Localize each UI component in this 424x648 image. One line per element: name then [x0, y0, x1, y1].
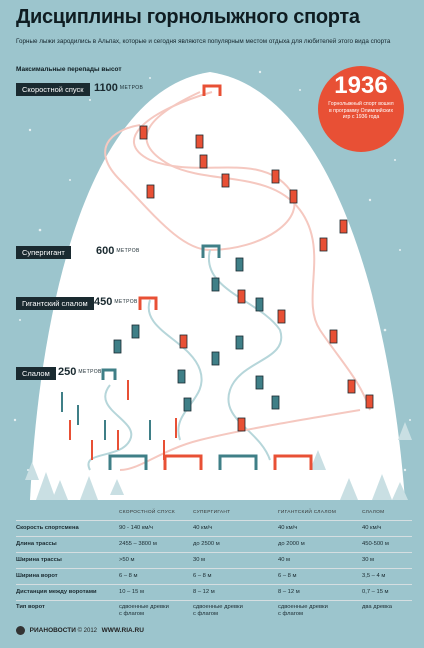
discipline-downhill-label: Скоростной спуск — [16, 83, 90, 96]
slalom-course — [87, 384, 133, 471]
cell: 8 – 12 м — [193, 589, 215, 595]
footer-brand: РИАНОВОСТИ — [29, 627, 76, 635]
cell: 6 – 8 м — [278, 573, 297, 579]
discipline-downhill-drop: 1100 МЕТРОВ — [94, 82, 144, 94]
cell: 40 км/ч — [193, 525, 213, 531]
cell: 40 км/ч — [362, 525, 382, 531]
row-label: Ширина трассы — [16, 557, 62, 563]
table-row: Дистанция между воротами 10 – 15 м 8 – 1… — [16, 584, 412, 601]
cell: 0,7 – 15 м — [362, 589, 389, 595]
ria-logo-icon — [16, 626, 25, 635]
page-subtitle: Горные лыжи зародились в Альпах, которые… — [16, 38, 391, 45]
cell: 30 м — [362, 557, 375, 563]
cell: 8 – 12 м — [278, 589, 300, 595]
badge-year: 1936 — [334, 72, 388, 99]
cell: 6 – 8 м — [119, 573, 138, 579]
cell: 40 км/ч — [278, 525, 298, 531]
red-gates — [139, 125, 374, 432]
cell: 2455 – 3800 м — [119, 541, 157, 547]
cell: 40 м — [278, 557, 291, 563]
footer: РИАНОВОСТИ © 2012 WWW.RIA.RU — [16, 626, 144, 635]
finish-course — [119, 409, 361, 471]
table-row: Скорость спортсмена 90 - 140 км/ч 40 км/… — [16, 520, 412, 537]
giant-slalom-course — [147, 299, 203, 441]
table-row: Длина трассы 2455 – 3800 м до 2500 м до … — [16, 536, 412, 553]
cell: сдвоенные древки с флагом — [119, 604, 169, 617]
cell: 90 - 140 км/ч — [119, 525, 154, 531]
table-header-supergiant: СУПЕРГИГАНТ — [193, 510, 231, 515]
table-row: Ширина ворот 6 – 8 м 6 – 8 м 6 – 8 м 3,5… — [16, 568, 412, 585]
start-gates — [101, 84, 222, 380]
cell: >50 м — [119, 557, 135, 563]
discipline-slalom-drop: 250 МЕТРОВ — [58, 366, 102, 378]
trees — [25, 422, 412, 500]
cell: 30 м — [193, 557, 206, 563]
finish-gates — [108, 454, 313, 470]
discipline-giant-slalom-drop: 450 МЕТРОВ — [94, 296, 138, 308]
section-label: Максимальные перепады высот — [16, 66, 122, 73]
downhill-course — [104, 91, 296, 252]
cell: 10 – 15 м — [119, 589, 144, 595]
page-title: Дисциплины горнолыжного спорта — [16, 6, 360, 28]
row-label: Дистанция между воротами — [16, 589, 97, 595]
cell: до 2500 м — [193, 541, 220, 547]
cell: 3,5 – 4 м — [362, 573, 386, 579]
discipline-giant-slalom-label: Гигантский слалом — [16, 297, 94, 310]
row-label: Длина трассы — [16, 541, 57, 547]
cell: 6 – 8 м — [193, 573, 212, 579]
row-label: Ширина ворот — [16, 573, 58, 579]
slalom-poles — [61, 380, 177, 460]
table-header-downhill: СКОРОСТНОЙ СПУСК — [119, 510, 175, 515]
cell: сдвоенные древки с флагом — [193, 604, 243, 617]
discipline-slalom-label: Слалом — [16, 367, 56, 380]
discipline-supergiant-drop: 600 МЕТРОВ — [96, 245, 140, 257]
downhill-course-2 — [145, 91, 371, 411]
table-header-slalom: СЛАЛОМ — [362, 510, 385, 515]
footer-site-link[interactable]: WWW.RIA.RU — [101, 627, 144, 635]
cell: до 2000 м — [278, 541, 305, 547]
table-row: Ширина трассы >50 м 30 м 40 м 30 м — [16, 552, 412, 569]
olympic-year-badge: 1936 Горнолыжный спорт вошел в программу… — [318, 66, 404, 152]
table-row: Тип ворот сдвоенные древки с флагом сдво… — [16, 600, 412, 621]
table-header-giant-slalom: ГИГАНТСКИЙ СЛАЛОМ — [278, 510, 337, 515]
cell: 450-500 м — [362, 541, 389, 547]
teal-gates — [113, 257, 280, 412]
cell: сдвоенные древки с флагом — [278, 604, 328, 617]
badge-note: Горнолыжный спорт вошел в программу Олим… — [328, 101, 394, 121]
row-label: Скорость спортсмена — [16, 525, 79, 531]
discipline-supergiant-label: Супергигант — [16, 246, 71, 259]
snowflakes — [13, 70, 411, 472]
row-label: Тип ворот — [16, 604, 45, 610]
footer-copyright: © 2012 — [77, 628, 97, 635]
cell: два древка — [362, 604, 393, 610]
